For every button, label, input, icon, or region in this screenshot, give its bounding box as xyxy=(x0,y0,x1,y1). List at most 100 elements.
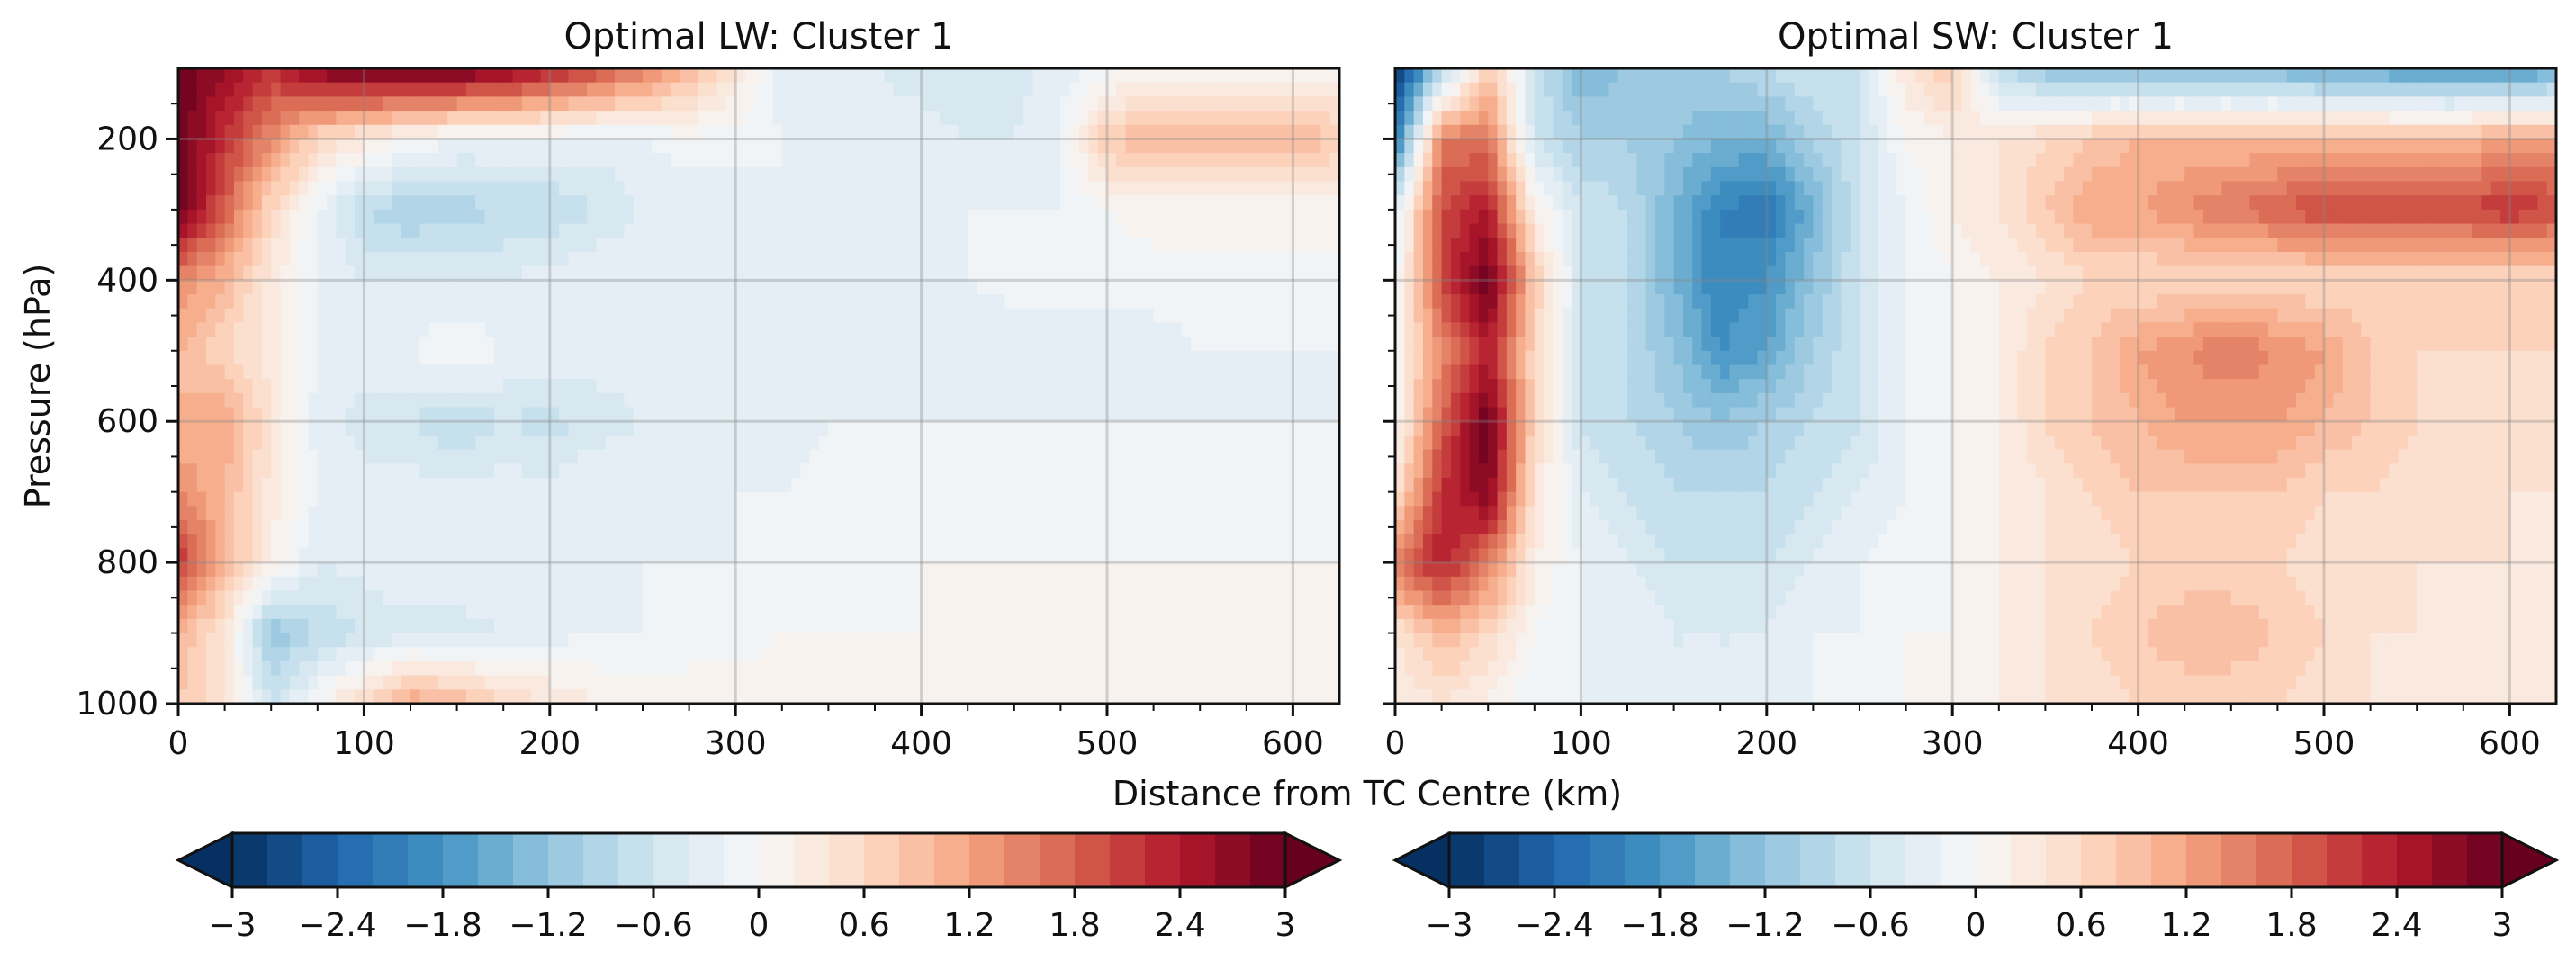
heatmap-cell xyxy=(809,166,820,183)
heatmap-cell xyxy=(828,491,839,507)
heatmap-cell xyxy=(587,350,598,366)
heatmap-cell xyxy=(1079,68,1090,84)
heatmap-cell xyxy=(1032,337,1043,352)
heatmap-cell xyxy=(707,449,718,465)
heatmap-cell xyxy=(1125,124,1136,140)
heatmap-cell xyxy=(261,308,272,324)
heatmap-cell xyxy=(1013,251,1024,267)
heatmap-cell xyxy=(1134,364,1146,380)
heatmap-cell xyxy=(243,209,254,225)
heatmap-cell xyxy=(763,280,774,295)
heatmap-cell xyxy=(299,562,310,578)
heatmap-cell xyxy=(559,181,570,196)
heatmap-cell xyxy=(837,251,848,267)
heatmap-cell xyxy=(1218,251,1229,267)
heatmap-cell xyxy=(317,308,328,324)
heatmap-cell xyxy=(1032,392,1043,409)
heatmap-cell xyxy=(643,265,653,282)
heatmap-cell xyxy=(531,477,542,493)
heatmap-cell xyxy=(725,463,736,479)
heatmap-cell xyxy=(1041,379,1052,394)
heatmap-cell xyxy=(893,449,904,465)
heatmap-cell xyxy=(447,251,458,267)
heatmap-cell xyxy=(1265,124,1275,140)
heatmap-cell xyxy=(1311,491,1322,507)
heatmap-cell xyxy=(1228,491,1238,507)
heatmap-cell xyxy=(345,379,356,394)
heatmap-cell xyxy=(1125,618,1136,634)
heatmap-cell xyxy=(1013,392,1024,409)
heatmap-cell xyxy=(577,251,588,267)
heatmap-cell xyxy=(977,477,987,493)
heatmap-cell xyxy=(912,350,923,366)
heatmap-cell xyxy=(317,153,328,168)
heatmap-cell xyxy=(568,364,579,380)
heatmap-cell xyxy=(1088,590,1099,606)
heatmap-cell xyxy=(986,506,996,521)
heatmap-cell xyxy=(1265,364,1275,380)
heatmap-cell xyxy=(1200,506,1211,521)
heatmap-cell xyxy=(1060,195,1071,211)
heatmap-cell xyxy=(1218,562,1229,578)
heatmap-cell xyxy=(1311,223,1322,239)
heatmap-cell xyxy=(392,449,402,465)
heatmap-cell xyxy=(280,153,291,168)
heatmap-cell xyxy=(540,463,551,479)
heatmap-cell xyxy=(1329,392,1339,409)
heatmap-cell xyxy=(568,238,579,253)
heatmap-cell xyxy=(1162,562,1174,578)
heatmap-cell xyxy=(1060,379,1071,394)
heatmap-cell xyxy=(447,548,458,563)
heatmap-cell xyxy=(531,605,542,620)
heatmap-cell xyxy=(355,491,365,507)
heatmap-cell xyxy=(772,618,783,634)
heatmap-cell xyxy=(475,166,486,183)
heatmap-cell xyxy=(958,96,968,112)
heatmap-cell xyxy=(856,322,867,337)
heatmap-cell xyxy=(401,223,411,239)
heatmap-cell xyxy=(800,576,811,592)
heatmap-cell xyxy=(661,548,671,563)
heatmap-cell xyxy=(1079,223,1090,239)
heatmap-cell xyxy=(856,265,867,282)
heatmap-cell xyxy=(1246,491,1256,507)
heatmap-cell xyxy=(1004,392,1015,409)
heatmap-cell xyxy=(355,322,365,337)
heatmap-cell xyxy=(1274,294,1284,310)
heatmap-cell xyxy=(289,166,300,183)
heatmap-cell xyxy=(215,379,226,394)
heatmap-cell xyxy=(791,209,802,225)
heatmap-cell xyxy=(912,562,923,578)
heatmap-cell xyxy=(809,435,820,451)
heatmap-cell xyxy=(735,111,746,126)
heatmap-cell xyxy=(1023,421,1034,436)
heatmap-cell xyxy=(1256,294,1266,310)
heatmap-cell xyxy=(187,153,198,168)
heatmap-cell xyxy=(1153,223,1164,239)
heatmap-cell xyxy=(1237,364,1247,380)
heatmap-cell xyxy=(763,534,774,550)
heatmap-cell xyxy=(317,605,328,620)
heatmap-cell xyxy=(624,209,635,225)
heatmap-cell xyxy=(837,238,848,253)
heatmap-cell xyxy=(512,605,523,620)
heatmap-cell xyxy=(196,435,207,451)
heatmap-cell xyxy=(205,111,217,126)
heatmap-cell xyxy=(837,534,848,550)
heatmap-cell xyxy=(772,590,783,606)
heatmap-cell xyxy=(224,251,235,267)
heatmap-cell xyxy=(1041,280,1052,295)
heatmap-cell xyxy=(819,139,830,154)
heatmap-cell xyxy=(475,322,486,337)
heatmap-cell xyxy=(1153,350,1164,366)
heatmap-cell xyxy=(605,590,616,606)
heatmap-cell xyxy=(884,280,895,295)
heatmap-cell xyxy=(205,238,217,253)
heatmap-cell xyxy=(587,68,598,84)
heatmap-cell xyxy=(1320,68,1331,84)
heatmap-cell xyxy=(205,534,217,550)
heatmap-cell xyxy=(1116,251,1127,267)
heatmap-cell xyxy=(280,238,291,253)
heatmap-cell xyxy=(419,520,430,535)
heatmap-cell xyxy=(902,181,914,196)
